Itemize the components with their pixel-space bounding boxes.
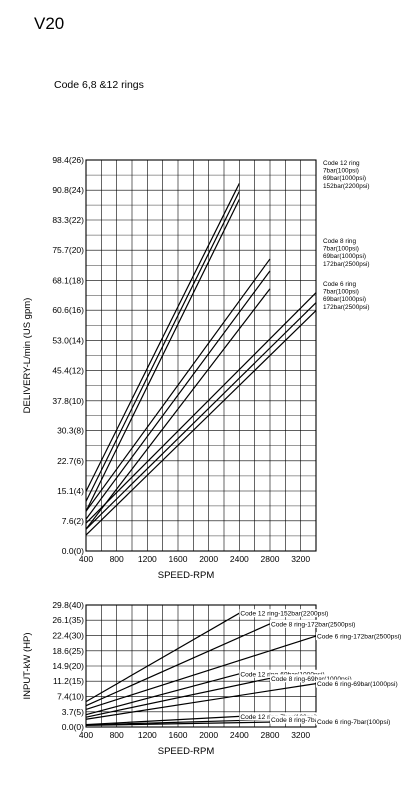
plot-frame (85, 604, 317, 728)
y-tick-label: 22.4(30) (52, 630, 84, 640)
delivery-chart: 0.0(0) 7.6(2) 15.1(4) 22.7(6) 30.3(8) 37.8(10… (22, 155, 370, 581)
y-tick-label: 7.6(2) (62, 516, 84, 526)
series-line (85, 715, 240, 726)
series-line (85, 302, 317, 530)
y-tick-label: 45.4(12) (52, 366, 84, 376)
legend-text: Code 8 ring (323, 238, 356, 245)
series-label: Code 6 ring-7bar(100psi) (317, 719, 390, 726)
series-line (85, 310, 317, 536)
x-tick-label: 2400 (230, 730, 249, 740)
y-tick-label: 22.7(6) (57, 456, 84, 466)
series-line (85, 635, 317, 710)
series-label: Code 6 ring-172bar(2500psi) (317, 634, 401, 641)
y-tick-label: 53.0(14) (52, 335, 84, 345)
series-line (85, 258, 271, 512)
series-line (85, 683, 317, 720)
page-title: V20 (34, 14, 65, 33)
legend-text: Code 6 ring (323, 281, 356, 288)
series-line (85, 673, 240, 716)
series-label-bg (316, 679, 416, 688)
y-tick-label: 0.0(0) (62, 546, 84, 556)
series-label-bg (270, 674, 370, 683)
y-tick-label: 90.8(24) (52, 185, 84, 195)
legend-text: 172bar(2500psi) (323, 304, 370, 311)
series-label: Code 6 ring-69bar(1000psi) (317, 681, 398, 688)
legend-text: 69bar(1000psi) (323, 175, 366, 182)
y-tick-label: 60.6(16) (52, 305, 84, 315)
series-line (85, 270, 271, 520)
series-label-bg (239, 609, 347, 618)
x-tick-label: 800 (110, 730, 124, 740)
series-label-bg (239, 669, 343, 678)
series-label: Code 8 ring-69bar(1000psi) (271, 676, 352, 683)
input-power-chart: 0.0(0) 3.7(5) 7.4(10) 11.2(15) 14.9(20) 18.6(… (22, 600, 416, 757)
plot-frame (85, 159, 317, 552)
x-tick-label: 2400 (230, 554, 249, 564)
x-tick-label: 3200 (291, 730, 310, 740)
legend-text: 152bar(2200psi) (323, 183, 370, 190)
legend-text: 7bar(100psi) (323, 289, 359, 296)
y-tick-label: 3.7(5) (62, 707, 84, 717)
series-label: Code 8 ring-172bar(2500psi) (271, 621, 355, 628)
x-tick-label: 1200 (138, 554, 157, 564)
y-tick-label: 98.4(26) (52, 155, 84, 165)
x-tick-label: 1600 (169, 554, 188, 564)
legend-text: 69bar(1000psi) (323, 253, 366, 260)
series-line (85, 191, 240, 502)
y-tick-label: 7.4(10) (57, 692, 84, 702)
series-line (85, 288, 271, 530)
chart-subtitle: Code 6,8 &12 rings (54, 79, 144, 91)
series-line (85, 719, 271, 726)
series-label: Code 8 ring-7bar(100psi) (271, 717, 344, 724)
y-tick-label: 11.2(15) (53, 676, 84, 686)
series-line (85, 183, 240, 492)
y-tick-label: 0.0(0) (62, 722, 84, 732)
y-tick-label: 30.3(8) (57, 426, 84, 436)
x-tick-label: 2800 (261, 554, 280, 564)
y-tick-label: 75.7(20) (52, 245, 84, 255)
y-tick-label: 37.8(10) (52, 396, 84, 406)
x-tick-label: 800 (110, 554, 124, 564)
x-tick-label: 2000 (199, 730, 218, 740)
x-tick-label: 2800 (261, 730, 280, 740)
x-axis-label: SPEED-RPM (158, 746, 215, 757)
x-tick-label: 1200 (138, 730, 157, 740)
y-tick-label: 14.9(20) (52, 661, 84, 671)
series-label-bg (316, 632, 416, 641)
x-tick-label: 2000 (199, 554, 218, 564)
y-tick-label: 18.6(25) (52, 646, 84, 656)
y-tick-label: 29.8(40) (52, 600, 84, 610)
y-axis-label: INPUT-kW (HP) (22, 632, 33, 699)
y-tick-label: 26.1(35) (52, 615, 84, 625)
y-axis-label: DELIVERY-L/min (US gpm) (22, 298, 33, 414)
y-tick-label: 83.3(22) (52, 215, 84, 225)
legend-text: 7bar(100psi) (323, 246, 359, 253)
legend-text: Code 12 ring (323, 160, 360, 167)
x-tick-label: 3200 (291, 554, 310, 564)
x-tick-label: 1600 (169, 730, 188, 740)
legend-text: 69bar(1000psi) (323, 296, 366, 303)
x-tick-label: 400 (79, 730, 93, 740)
series-line (85, 677, 271, 718)
series-label: Code 12 ring-152bar(2200psi) (240, 611, 328, 618)
series-label-bg (270, 619, 374, 628)
series-line (85, 612, 240, 703)
x-axis-label: SPEED-RPM (158, 570, 215, 581)
series-line (85, 199, 240, 512)
y-tick-label: 68.1(18) (52, 275, 84, 285)
series-line (85, 623, 271, 707)
series-line (85, 292, 317, 524)
y-tick-label: 15.1(4) (57, 486, 84, 496)
legend-text: 7bar(100psi) (323, 168, 359, 175)
legend-text: 172bar(2500psi) (323, 261, 370, 268)
x-tick-label: 400 (79, 554, 93, 564)
series-label-bg (316, 717, 408, 726)
